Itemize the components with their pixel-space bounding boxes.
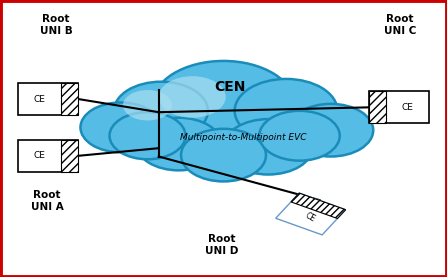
Text: Root
UNI C: Root UNI C <box>384 14 416 36</box>
Bar <box>369 91 429 123</box>
Bar <box>291 193 346 219</box>
Text: CE: CE <box>304 211 317 223</box>
Bar <box>18 140 78 172</box>
Text: Root
UNI A: Root UNI A <box>30 190 63 212</box>
Bar <box>61 140 78 172</box>
Text: CEN: CEN <box>215 80 246 94</box>
Text: CE: CE <box>401 103 413 112</box>
Text: Root
UNI B: Root UNI B <box>39 14 72 36</box>
Bar <box>61 83 78 115</box>
Bar <box>369 91 386 123</box>
Bar <box>18 83 78 115</box>
Text: Multipoint-to-Multipoint EVC: Multipoint-to-Multipoint EVC <box>181 133 307 142</box>
Bar <box>276 193 346 235</box>
Text: CE: CE <box>34 151 46 160</box>
Text: CE: CE <box>34 94 46 104</box>
Text: Root
UNI D: Root UNI D <box>205 234 238 256</box>
